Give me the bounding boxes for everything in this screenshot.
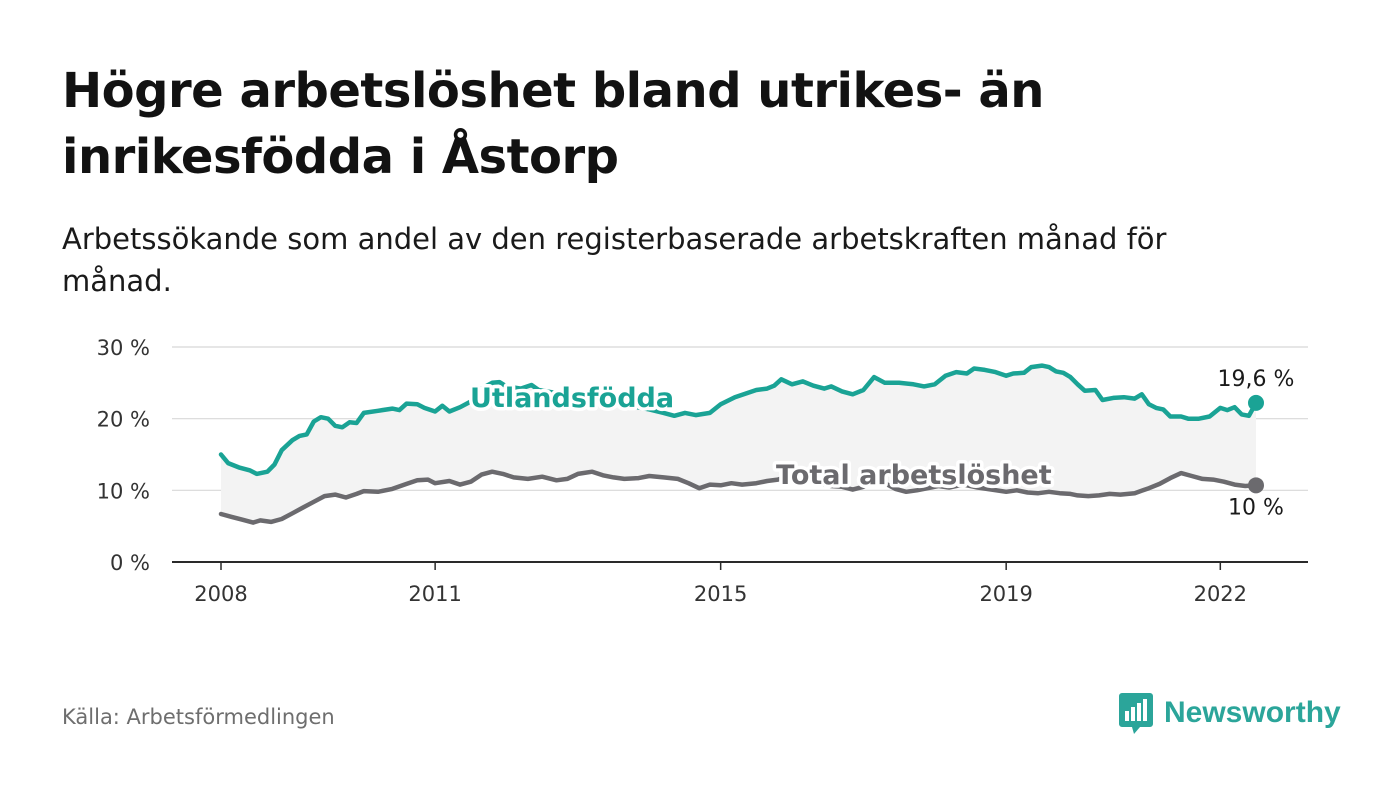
end-value-label-1: 10 % [1228, 495, 1284, 520]
end-point-1 [1248, 477, 1264, 494]
x-tick-label: 2015 [694, 582, 747, 606]
y-tick-label: 30 % [97, 336, 150, 360]
gap-area [221, 365, 1256, 523]
chart-subtitle: Arbetssökande som andel av den registerb… [62, 222, 1167, 298]
series-line-1 [218, 469, 1259, 525]
x-tick-label: 2011 [408, 582, 461, 606]
x-tick-label: 2022 [1194, 582, 1247, 606]
series-label-utlandsfodda: Utlandsfödda [470, 383, 674, 414]
series-line-0 [218, 363, 1259, 477]
brand-logo[interactable]: Newsworthy [1118, 690, 1341, 736]
series-label-total: Total arbetslöshet [776, 460, 1052, 491]
newsworthy-logo-icon [1119, 693, 1153, 734]
y-tick-label: 0 % [110, 551, 150, 575]
brand-name: Newsworthy [1164, 696, 1341, 729]
chart-title: Högre arbetslöshet bland utrikes- än inr… [62, 63, 1044, 185]
y-tick-label: 10 % [97, 479, 150, 503]
end-value-label-0: 19,6 % [1218, 367, 1295, 392]
y-tick-label: 20 % [97, 408, 150, 432]
x-tick-label: 2008 [194, 582, 247, 606]
source-note: Källa: Arbetsförmedlingen [62, 705, 335, 729]
x-tick-label: 2019 [979, 582, 1032, 606]
end-point-0 [1248, 394, 1264, 411]
